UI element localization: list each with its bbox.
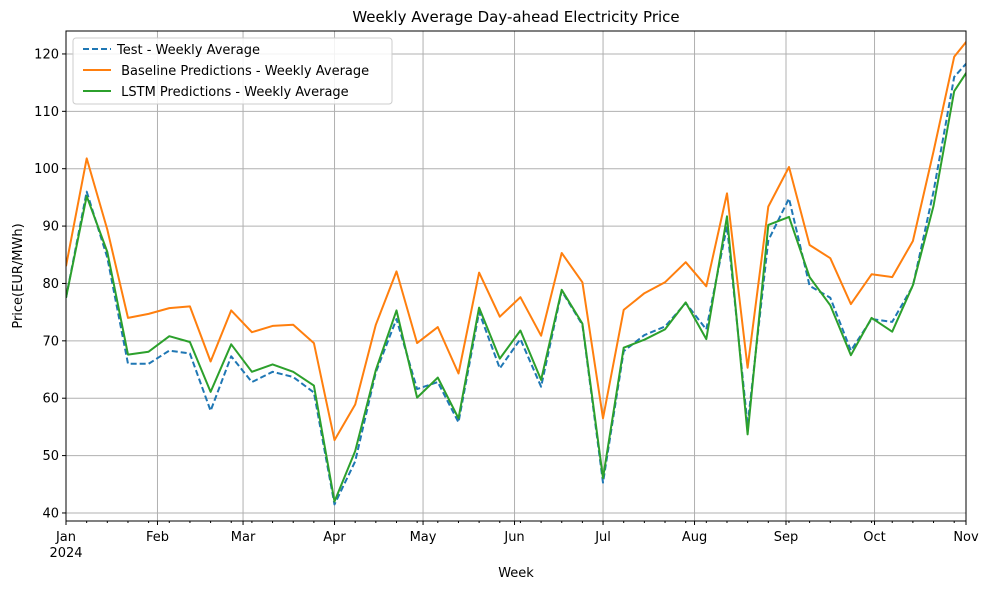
y-tick-label: 100 [34,162,59,177]
x-tick-label: Sep [774,530,799,545]
series-line-2 [66,71,966,503]
x-tick-sublabel: 2024 [49,546,82,561]
legend-label: Baseline Predictions - Weekly Average [117,64,369,79]
x-tick-label: Feb [146,530,169,545]
plot-frame [65,30,967,522]
plot-area [66,40,966,506]
x-tick-label: Mar [231,530,256,545]
y-tick-label: 90 [42,220,59,235]
chart-title: Weekly Average Day-ahead Electricity Pri… [352,8,679,26]
x-tick-label: May [410,530,437,545]
x-tick-label: Jun [503,530,524,545]
y-axis-label: Price(EUR/MWh) [11,223,26,328]
x-tick-label: Nov [953,530,979,545]
series-line-1 [66,40,966,442]
x-tick-label: Aug [682,530,707,545]
legend: Test - Weekly Average Baseline Predictio… [72,37,393,105]
legend-label: Test - Weekly Average [116,43,260,58]
y-tick-label: 80 [42,277,59,292]
legend-box [72,37,393,105]
x-tick-label: Apr [323,530,346,545]
legend-label: LSTM Predictions - Weekly Average [117,85,349,100]
series-line-0 [66,62,966,506]
x-axis-label: Week [498,566,534,581]
x-tick-label: Jul [594,530,611,545]
y-axis: 40 50 60 70 80 90 100 110 120 [34,47,66,521]
y-tick-label: 50 [42,449,59,464]
y-tick-label: 40 [42,506,59,521]
x-tick-label: Oct [863,530,885,545]
x-tick-label: Jan [55,530,76,545]
y-tick-label: 120 [34,47,59,62]
y-tick-label: 60 [42,392,59,407]
series-lines [66,40,966,506]
y-tick-label: 70 [42,334,59,349]
y-tick-label: 110 [34,105,59,120]
